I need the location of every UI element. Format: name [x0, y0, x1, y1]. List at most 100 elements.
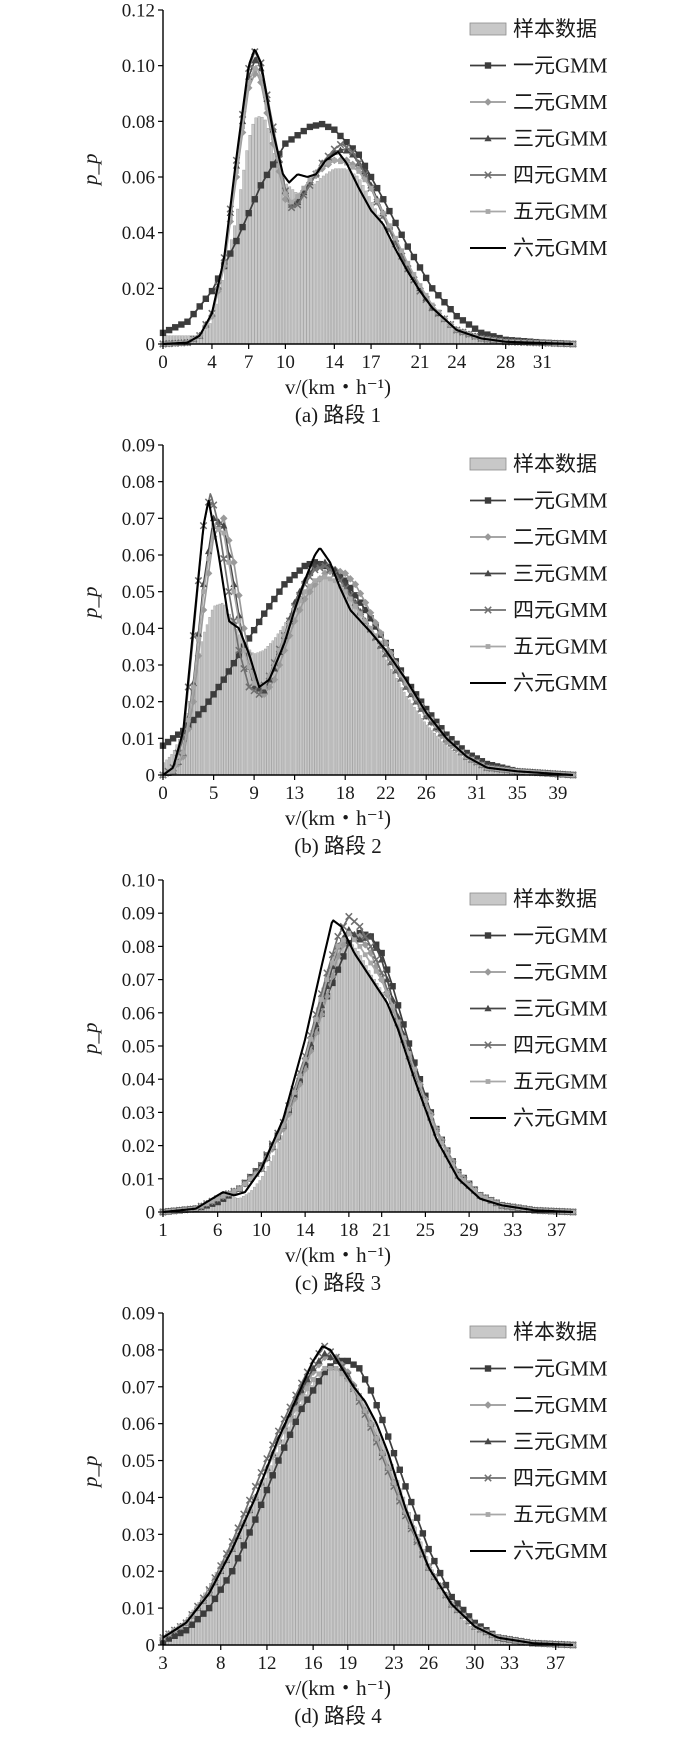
gmm-point-2	[270, 675, 279, 684]
gmm-point-1	[355, 151, 363, 158]
x-tick-label: 31	[467, 783, 486, 804]
histogram-bar	[348, 941, 352, 1213]
legend-item: 四元GMM	[470, 1466, 608, 1490]
gmm-point-5	[190, 684, 196, 690]
histogram-bar	[279, 169, 282, 345]
histogram-bar	[446, 746, 449, 776]
histogram-bar	[463, 1620, 466, 1646]
gmm-point-4	[367, 942, 375, 951]
x-tick-label: 9	[249, 783, 259, 804]
legend-item: 三元GMM	[470, 562, 608, 586]
x-tick-label: 0	[158, 783, 168, 804]
gmm-point-5	[423, 292, 429, 298]
gmm-point-5	[338, 159, 343, 165]
gmm-point-3	[303, 1375, 311, 1383]
histogram-bar	[226, 1549, 229, 1646]
histogram-bar	[401, 263, 405, 345]
gmm-point-5	[433, 1129, 439, 1135]
gmm-point-4	[321, 562, 329, 570]
gmm-point-4	[293, 201, 302, 209]
gmm-point-1	[349, 145, 356, 152]
gmm-point-1	[309, 1387, 317, 1394]
y-tick-label: 0.05	[122, 582, 155, 603]
histogram-bar	[242, 169, 246, 345]
histogram-bar	[410, 703, 414, 776]
legend-item: 二元GMM	[470, 90, 608, 114]
histogram-bar	[340, 941, 343, 1213]
histogram-bar	[310, 1030, 313, 1213]
series-gmm-6	[162, 499, 574, 777]
gmm-point-2	[290, 1095, 298, 1103]
histogram-bar	[266, 1471, 270, 1646]
gmm-point-1	[271, 595, 278, 603]
gmm-point-5	[234, 169, 239, 174]
legend-item: 样本数据	[469, 887, 597, 911]
gmm-point-5	[423, 1098, 428, 1104]
gmm-point-1	[281, 581, 288, 588]
legend-label: 一元GMM	[513, 1357, 608, 1381]
histogram-bar	[211, 315, 215, 345]
histogram-bar	[299, 596, 302, 776]
histogram-bar	[269, 643, 272, 776]
histogram-bar	[431, 730, 434, 776]
gmm-point-5	[319, 997, 324, 1002]
gmm-point-5	[287, 1417, 293, 1423]
histogram-bar	[314, 580, 317, 776]
legend-label: 六元GMM	[513, 1106, 608, 1130]
gmm-point-1	[329, 979, 336, 987]
gmm-point-5	[357, 944, 363, 949]
gmm-point-5	[368, 185, 374, 191]
gmm-point-4	[225, 587, 233, 596]
histogram-bar	[208, 323, 212, 345]
legend-marker	[484, 1401, 492, 1409]
gmm-point-1	[239, 223, 246, 231]
histogram-bar	[297, 192, 301, 345]
gmm-point-5	[339, 1371, 345, 1377]
legend-item: 六元GMM	[470, 236, 608, 260]
histogram-bar	[415, 710, 419, 776]
gmm-point-1	[227, 250, 234, 257]
histogram-bar	[425, 1112, 428, 1213]
histogram-bar	[398, 257, 402, 345]
histogram-bar	[341, 1372, 345, 1646]
histogram-bar	[334, 581, 338, 776]
gmm-point-2	[355, 164, 363, 173]
gmm-point-5	[316, 1371, 322, 1377]
gmm-point-3	[309, 1364, 317, 1372]
histogram-bar	[416, 1534, 420, 1646]
histogram-bar	[381, 992, 384, 1213]
gmm-point-1	[367, 1387, 375, 1394]
gmm-point-5	[417, 283, 423, 288]
histogram-bar	[233, 623, 236, 776]
histogram-bar	[355, 175, 359, 345]
histogram-bar	[477, 1631, 481, 1646]
x-tick-label: 39	[548, 783, 567, 804]
histogram-bar	[451, 1606, 455, 1646]
y-axis-label: p_p	[78, 1456, 102, 1490]
gmm-point-5	[313, 1017, 319, 1022]
gmm-point-5	[282, 191, 288, 197]
gmm-point-5	[368, 960, 374, 966]
gmm-point-1	[296, 567, 303, 574]
gmm-point-1	[344, 1357, 351, 1365]
gmm-point-1	[471, 325, 479, 332]
histogram-bar	[436, 1138, 439, 1213]
histogram-bar	[444, 1155, 447, 1213]
gmm-point-1	[402, 1483, 409, 1490]
gmm-point-5	[439, 1140, 445, 1146]
histogram-bar	[292, 1415, 296, 1646]
histogram-bar	[445, 1597, 449, 1646]
gmm-point-5	[196, 636, 201, 642]
histogram-bar	[337, 584, 340, 776]
gmm-point-5	[363, 618, 368, 624]
histogram-bar	[228, 613, 231, 776]
histogram-bar	[386, 1003, 390, 1213]
histogram-bar	[370, 1415, 374, 1646]
histogram-bar	[438, 1144, 442, 1213]
histogram-bar	[244, 1194, 248, 1213]
histogram-bar	[377, 214, 380, 345]
histogram-bar	[385, 659, 388, 776]
legend-marker	[484, 1041, 492, 1049]
x-tick-label: 37	[547, 1220, 566, 1241]
